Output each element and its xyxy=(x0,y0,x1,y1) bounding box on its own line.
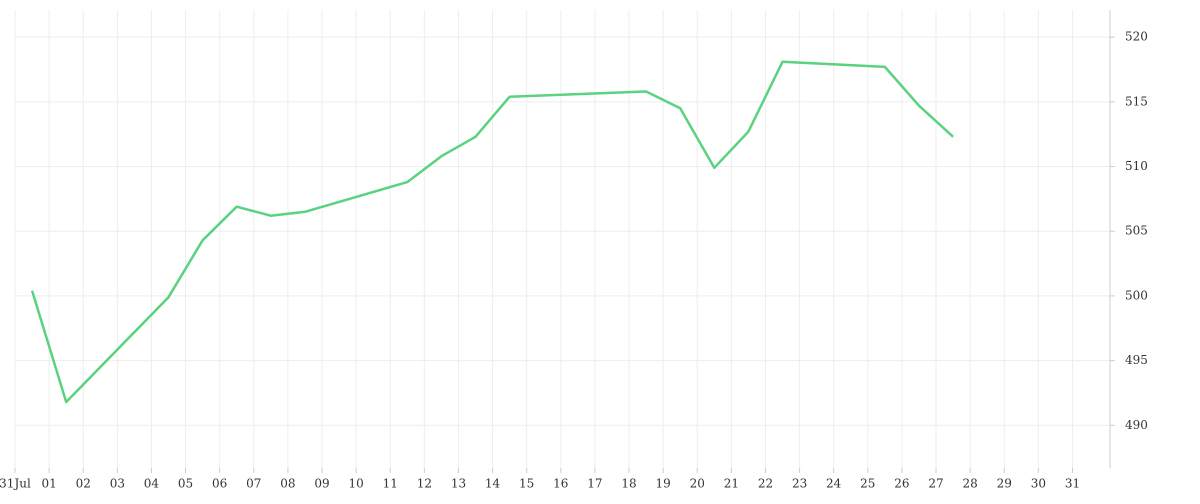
x-tick-label: 07 xyxy=(246,477,261,491)
y-tick-label: 515 xyxy=(1125,94,1148,108)
x-tick-label: 22 xyxy=(758,477,773,491)
x-tick-label: 25 xyxy=(860,477,875,491)
x-tick-label: 16 xyxy=(553,477,568,491)
x-tick-label: 06 xyxy=(212,477,227,491)
x-tick-label: 02 xyxy=(76,477,91,491)
series-line xyxy=(30,60,954,404)
x-tick-label: 21 xyxy=(724,477,739,491)
x-tick-label: 10 xyxy=(348,477,363,491)
x-tick-label: 23 xyxy=(792,477,807,491)
x-tick-label: 28 xyxy=(962,477,977,491)
y-tick-label: 490 xyxy=(1125,418,1148,432)
x-tick-label: 15 xyxy=(519,477,534,491)
y-tick-label: 495 xyxy=(1125,353,1148,367)
x-tick-label: 14 xyxy=(485,477,501,491)
x-tick-label: 01 xyxy=(41,477,56,491)
x-tick-label: 29 xyxy=(997,477,1012,491)
x-tick-label: 13 xyxy=(451,477,466,491)
x-tick-label: 18 xyxy=(621,477,636,491)
y-tick-label: 520 xyxy=(1125,30,1148,44)
x-tick-label: 26 xyxy=(894,477,909,491)
x-tick-label: 31Jul xyxy=(0,477,31,491)
x-tick-label: 04 xyxy=(144,477,160,491)
x-tick-label: 09 xyxy=(314,477,329,491)
x-tick-label: 08 xyxy=(280,477,295,491)
y-tick-label: 500 xyxy=(1125,288,1148,302)
x-tick-label: 03 xyxy=(110,477,125,491)
x-tick-label: 27 xyxy=(928,477,943,491)
x-tick-label: 30 xyxy=(1031,477,1046,491)
x-tick-label: 05 xyxy=(178,477,193,491)
x-tick-label: 12 xyxy=(417,477,432,491)
x-tick-label: 31 xyxy=(1065,477,1080,491)
x-tick-label: 20 xyxy=(690,477,705,491)
x-tick-label: 11 xyxy=(383,477,398,491)
x-tick-label: 17 xyxy=(587,477,602,491)
y-tick-label: 505 xyxy=(1125,224,1148,238)
y-tick-label: 510 xyxy=(1125,159,1148,173)
x-tick-label: 19 xyxy=(655,477,670,491)
x-tick-label: 24 xyxy=(826,477,842,491)
